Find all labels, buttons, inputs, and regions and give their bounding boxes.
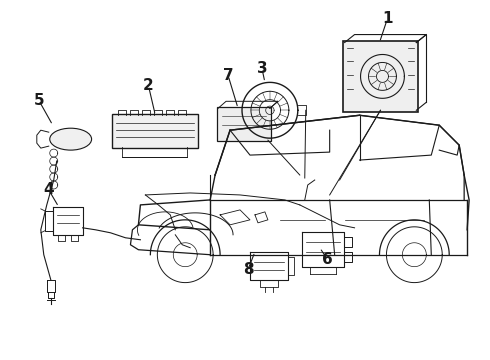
- FancyBboxPatch shape: [112, 114, 198, 148]
- FancyBboxPatch shape: [343, 41, 418, 112]
- Text: 3: 3: [257, 61, 267, 76]
- FancyBboxPatch shape: [217, 107, 271, 141]
- Text: 4: 4: [44, 183, 54, 198]
- Text: 7: 7: [223, 68, 233, 83]
- Text: 5: 5: [33, 93, 44, 108]
- Text: 8: 8: [243, 262, 253, 277]
- Text: 2: 2: [143, 78, 154, 93]
- Text: 6: 6: [322, 252, 333, 267]
- Text: 1: 1: [382, 11, 392, 26]
- Ellipse shape: [50, 128, 92, 150]
